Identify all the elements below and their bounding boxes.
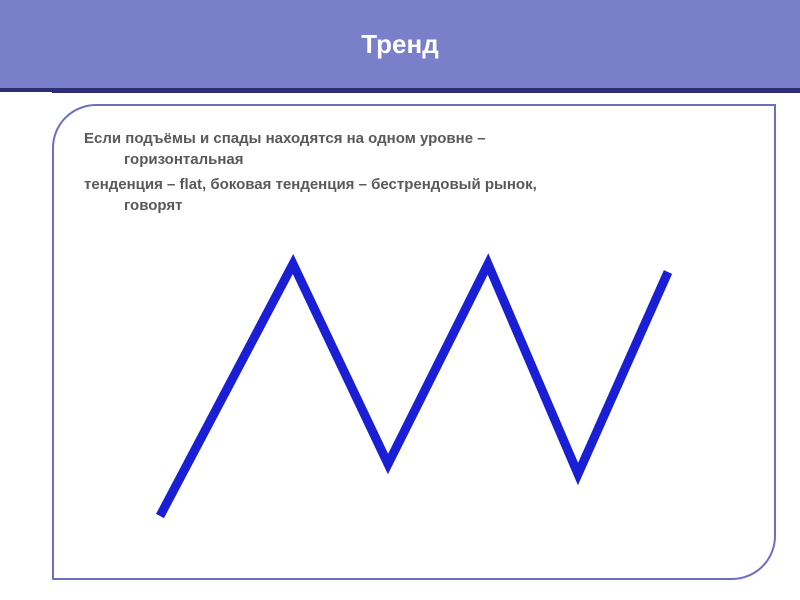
- slide: Тренд Если подъёмы и спады находятся на …: [0, 0, 800, 600]
- title-underline-thin: [52, 92, 800, 93]
- zigzag-line-icon: [78, 214, 698, 554]
- text-line-2a: тенденция – flat, боковая тенденция – бе…: [84, 174, 750, 195]
- text-line-2b: говорят: [84, 195, 750, 216]
- text-line-1b: горизонтальная: [84, 149, 750, 170]
- zigzag-polyline: [160, 264, 668, 516]
- paragraph-2: тенденция – flat, боковая тенденция – бе…: [84, 174, 750, 216]
- zigzag-chart: [78, 214, 698, 554]
- slide-title: Тренд: [361, 29, 438, 60]
- text-line-1a: Если подъёмы и спады находятся на одном …: [84, 130, 486, 147]
- title-band: Тренд: [0, 0, 800, 88]
- paragraph-1: Если подъёмы и спады находятся на одном …: [84, 128, 750, 170]
